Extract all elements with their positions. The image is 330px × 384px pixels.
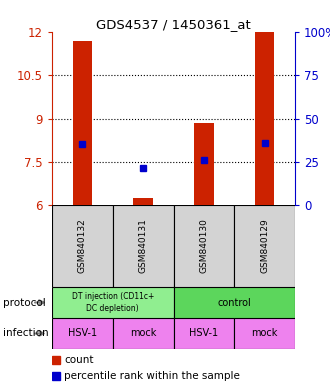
Text: mock: mock: [251, 328, 278, 339]
Text: mock: mock: [130, 328, 156, 339]
Text: HSV-1: HSV-1: [68, 328, 97, 339]
Text: GSM840130: GSM840130: [199, 218, 208, 273]
Text: infection: infection: [3, 328, 49, 339]
Bar: [234, 318, 295, 349]
Bar: [194, 123, 214, 205]
Text: control: control: [217, 298, 251, 308]
Text: count: count: [64, 355, 94, 365]
Bar: [113, 205, 174, 287]
Bar: [73, 41, 92, 205]
Bar: [113, 318, 174, 349]
Text: DT injection (CD11c+
DC depletion): DT injection (CD11c+ DC depletion): [72, 293, 154, 313]
Text: GSM840132: GSM840132: [78, 218, 87, 273]
Title: GDS4537 / 1450361_at: GDS4537 / 1450361_at: [96, 18, 251, 31]
Bar: [234, 205, 295, 287]
Text: protocol: protocol: [3, 298, 46, 308]
Bar: [255, 32, 274, 205]
Bar: [174, 287, 295, 318]
Text: GSM840131: GSM840131: [139, 218, 148, 273]
Bar: [52, 205, 113, 287]
Text: percentile rank within the sample: percentile rank within the sample: [64, 371, 240, 381]
Bar: [52, 318, 113, 349]
Bar: [174, 205, 234, 287]
Bar: [52, 287, 174, 318]
Bar: [174, 318, 234, 349]
Text: HSV-1: HSV-1: [189, 328, 218, 339]
Bar: [133, 198, 153, 205]
Text: GSM840129: GSM840129: [260, 218, 269, 273]
